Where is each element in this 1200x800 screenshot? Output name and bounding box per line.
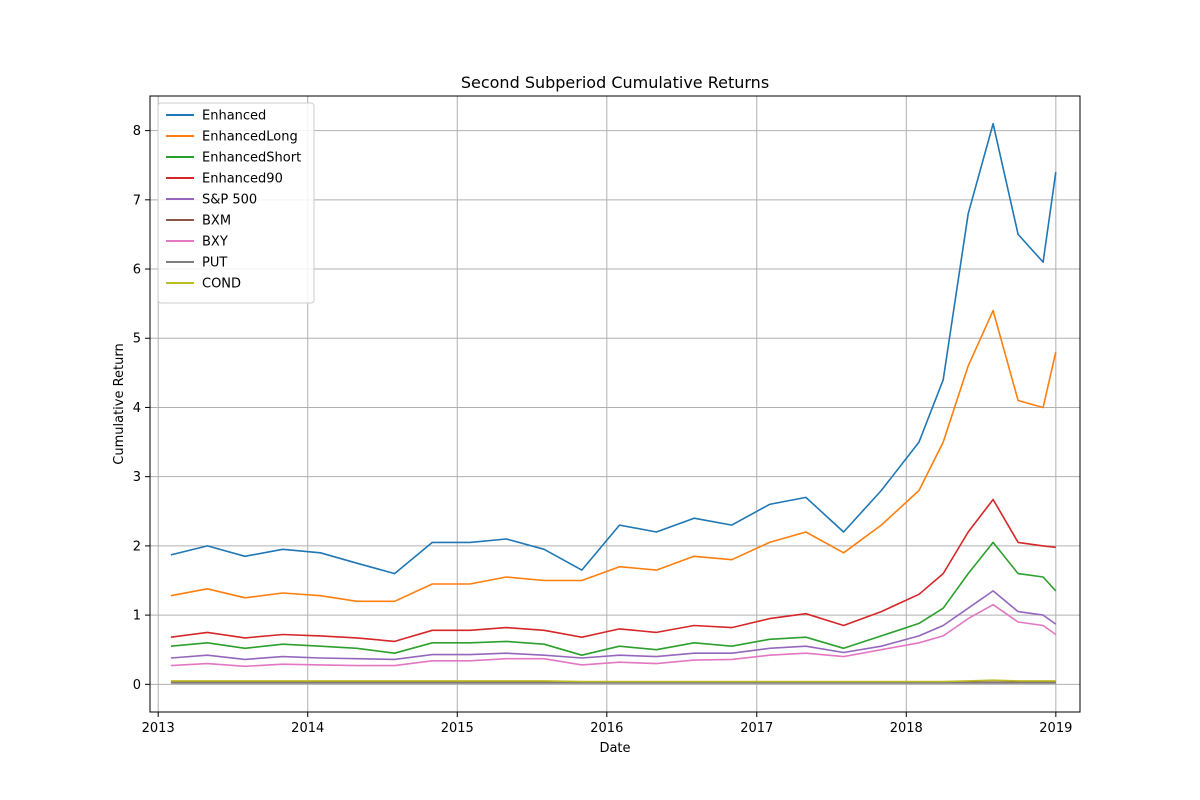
legend-label: EnhancedShort xyxy=(202,151,301,166)
series-lines xyxy=(170,122,1057,684)
x-tick-label: 2018 xyxy=(890,721,923,736)
series-line-0 xyxy=(170,122,1057,575)
y-tick-label: 0 xyxy=(133,678,141,693)
y-axis-label: Cumulative Return xyxy=(112,343,127,464)
series-line-6 xyxy=(170,603,1057,668)
y-axis: 0 1 2 3 4 5 6 7 8 xyxy=(133,124,150,693)
legend: Enhanced EnhancedLong EnhancedShort Enhance… xyxy=(157,102,315,304)
plot-area-frame xyxy=(149,95,1081,713)
legend-label: COND xyxy=(202,277,241,292)
series-line-4 xyxy=(170,590,1057,661)
y-tick-label: 1 xyxy=(133,609,141,624)
y-tick-label: 3 xyxy=(133,470,141,485)
x-tick-label: 2013 xyxy=(142,721,175,736)
x-tick-label: 2016 xyxy=(590,721,623,736)
series-line-1 xyxy=(170,309,1057,603)
y-tick-label: 2 xyxy=(133,539,141,554)
y-tick-label: 7 xyxy=(133,193,141,208)
y-tick-label: 6 xyxy=(133,263,141,278)
legend-label: S&P 500 xyxy=(202,193,257,208)
grid xyxy=(150,96,1080,712)
series-line-8 xyxy=(170,679,1056,683)
legend-label: Enhanced90 xyxy=(202,172,283,187)
x-tick-label: 2014 xyxy=(291,721,324,736)
legend-label: EnhancedLong xyxy=(202,130,298,145)
x-axis: 2013 2014 2015 2016 2017 2018 2019 xyxy=(142,712,1072,736)
x-tick-label: 2017 xyxy=(740,721,773,736)
series-line-2 xyxy=(170,541,1057,657)
legend-label: BXY xyxy=(202,235,228,250)
series-line-3 xyxy=(170,498,1056,643)
legend-box xyxy=(157,102,315,304)
x-tick-label: 2019 xyxy=(1039,721,1072,736)
legend-label: Enhanced xyxy=(202,109,266,124)
chart-title: Second Subperiod Cumulative Returns xyxy=(461,73,769,92)
y-tick-label: 4 xyxy=(133,401,141,416)
x-axis-label: Date xyxy=(599,741,630,756)
legend-label: PUT xyxy=(202,256,227,271)
y-tick-label: 8 xyxy=(133,124,141,139)
y-tick-label: 5 xyxy=(133,332,141,347)
legend-label: BXM xyxy=(202,214,231,229)
x-tick-label: 2015 xyxy=(441,721,474,736)
